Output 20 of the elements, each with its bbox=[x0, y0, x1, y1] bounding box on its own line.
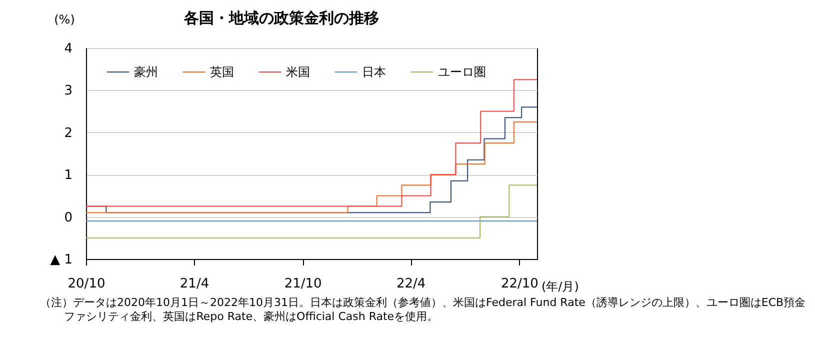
legend-label: 日本 bbox=[362, 65, 386, 79]
y-tick-label: 0 bbox=[64, 210, 72, 226]
x-tick-label: 22/4 bbox=[396, 276, 426, 292]
x-axis-title: (年/月) bbox=[542, 280, 579, 294]
x-tick-label: 21/4 bbox=[180, 276, 210, 292]
x-tick-label: 22/10 bbox=[500, 276, 538, 292]
y-tick-label: 2 bbox=[64, 126, 72, 141]
text: （注）データは2020年10月1日～2022年10月31日。日本は政策金利（参考値）、米国はFederal Fund Rate（誘導レンジの上限）、ユーロ圏はECB預金ファシリティ金利、英国はRepo Rate、豪州はOfficial Cash Rateを使用。 bbox=[40, 296, 807, 324]
y-axis-title: (%) bbox=[54, 12, 75, 26]
legend-label: 米国 bbox=[286, 65, 310, 79]
y-tick-label: 1 bbox=[64, 168, 72, 184]
y-tick-label: 3 bbox=[64, 84, 72, 99]
legend-label: 豪州 bbox=[134, 65, 158, 79]
legend-label: 英国 bbox=[210, 65, 234, 79]
y-tick-label: 4 bbox=[64, 42, 72, 56]
chart-title: 各国・地域の政策金利の推移 bbox=[183, 9, 380, 28]
x-tick-label: 21/10 bbox=[284, 276, 322, 292]
x-tick-label: 20/10 bbox=[68, 276, 106, 292]
y-tick-label: ▲ 1 bbox=[50, 252, 72, 268]
legend-label: ユーロ圏 bbox=[438, 65, 486, 79]
